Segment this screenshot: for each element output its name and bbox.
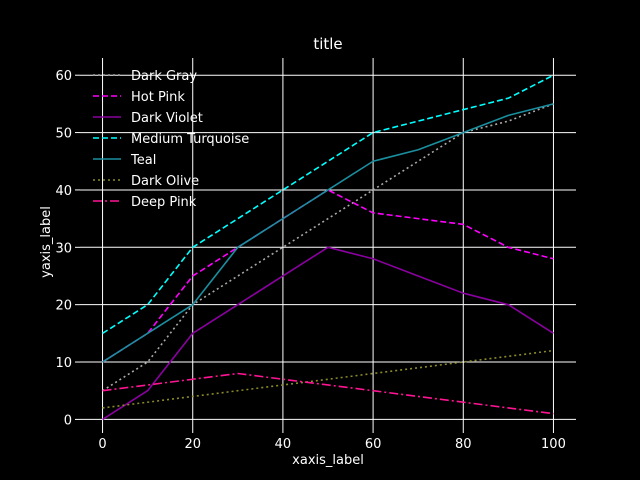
y-tick-label: 20 [55,299,72,314]
series-group [102,74,554,421]
legend-label: Dark Olive [131,174,199,189]
series-line-1 [102,189,554,363]
x-tick-label: 0 [98,437,106,452]
x-tick-label: 80 [455,437,472,452]
y-tick-label: 50 [55,127,72,142]
y-tick-label: 60 [55,69,72,84]
y-axis-label: yaxis_label [39,206,54,278]
x-tick-label: 20 [184,437,201,452]
series-line-4 [102,103,554,363]
series-line-0 [102,103,554,392]
legend-label: Medium Turquoise [131,132,249,147]
y-tick-label: 0 [64,413,72,428]
legend-label: Deep Pink [131,195,197,210]
x-tick-label: 40 [275,437,292,452]
legend-label: Dark Gray [131,69,197,84]
x-axis-label: xaxis_label [292,453,364,468]
x-tick-label: 100 [541,437,566,452]
axes: 0 20 40 60 80 100 0 10 20 30 40 50 60 [55,69,565,452]
legend-label: Teal [130,153,156,168]
grid [80,58,576,428]
series-line-3 [102,74,554,335]
chart-title: title [313,35,342,53]
y-tick-label: 30 [55,241,72,256]
legend: Dark Gray Hot Pink Dark Violet Medium Turqu… [93,69,249,210]
legend-label: Dark Violet [131,111,203,126]
legend-label: Hot Pink [131,90,185,105]
x-tick-label: 60 [365,437,382,452]
series-line-6 [102,372,554,415]
y-tick-label: 40 [55,184,72,199]
series-line-5 [102,349,554,409]
series-line-2 [102,246,554,421]
y-tick-label: 10 [55,356,72,371]
